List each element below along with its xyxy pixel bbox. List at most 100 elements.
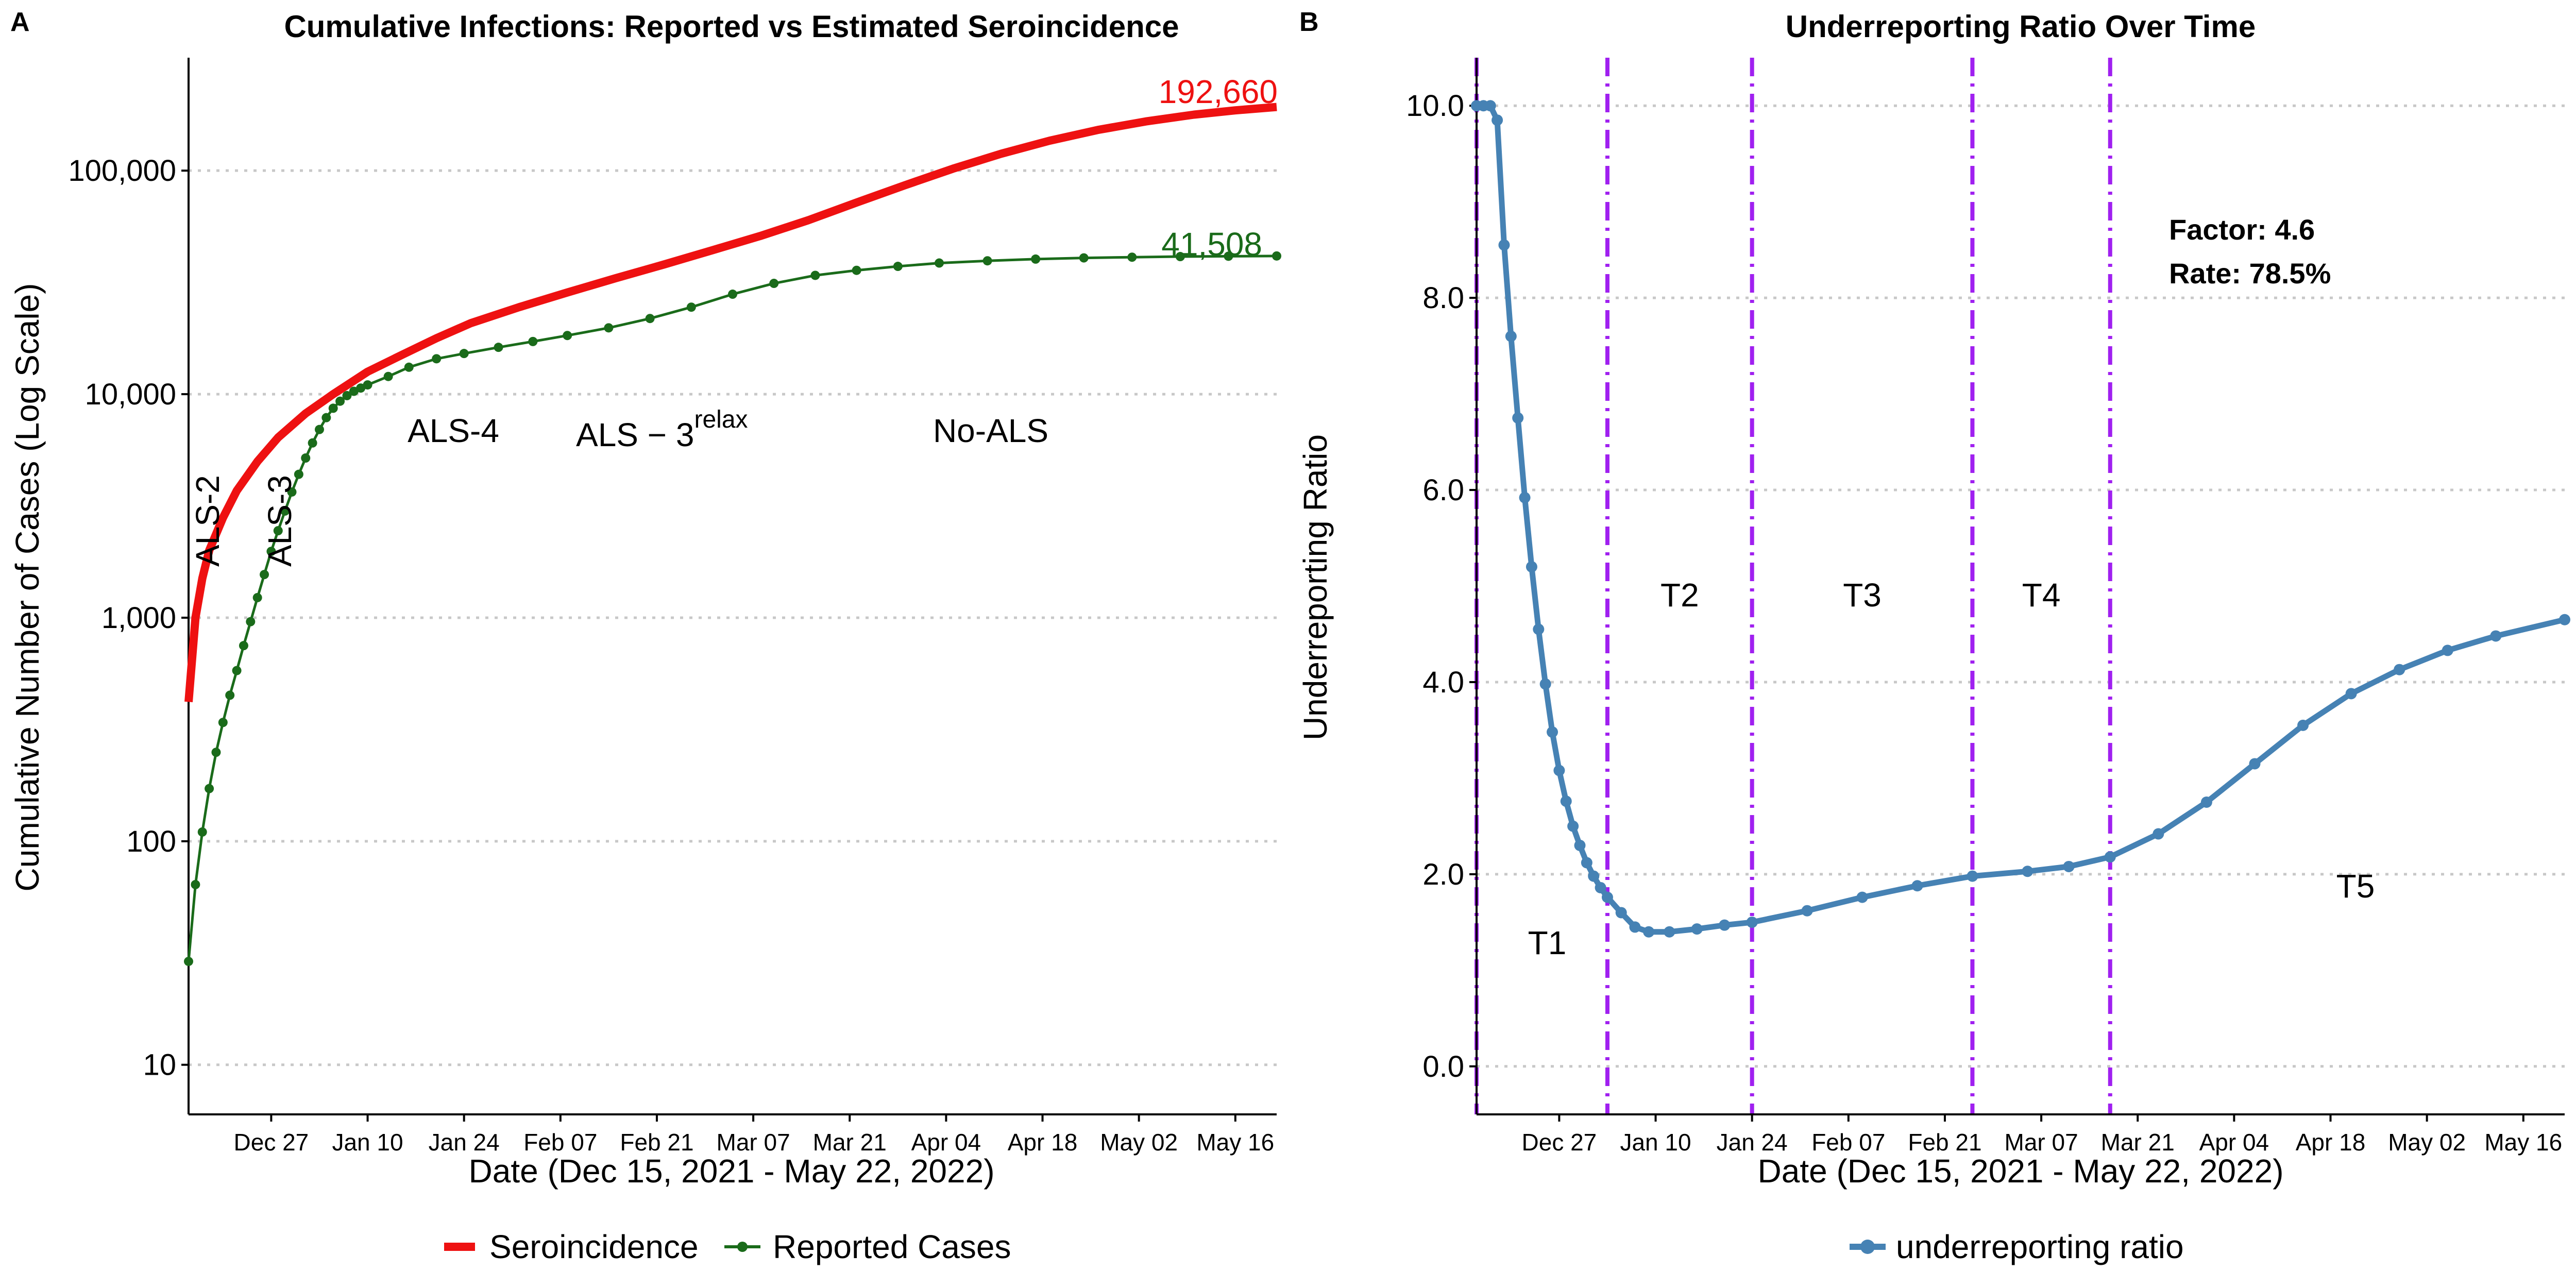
panel-b-period-labels: T1 T2 T3 T4 T5 bbox=[1528, 577, 2375, 961]
data-point-underreporting bbox=[1664, 926, 1675, 938]
data-point-reported bbox=[205, 784, 214, 793]
panel-a-x-label: Date (Dec 15, 2021 - May 22, 2022) bbox=[469, 1153, 995, 1190]
data-point-reported bbox=[260, 570, 269, 580]
data-point-reported bbox=[1031, 254, 1041, 264]
data-point-underreporting bbox=[2063, 860, 2075, 872]
data-point-reported bbox=[728, 290, 737, 299]
data-point-underreporting bbox=[2490, 630, 2502, 642]
data-point-underreporting bbox=[1526, 561, 1537, 573]
data-point-reported bbox=[935, 258, 944, 268]
period-label-t4: T4 bbox=[2022, 577, 2061, 614]
x-tick-label: May 16 bbox=[2484, 1129, 2562, 1156]
data-point-reported bbox=[528, 336, 538, 346]
annotation-als-4: ALS-4 bbox=[408, 412, 499, 449]
panel-a-x-ticks: Dec 27 Jan 10 Jan 24 Feb 07 Feb 21 Mar 07 Mar … bbox=[234, 1114, 1274, 1156]
x-tick-label: Mar 07 bbox=[2005, 1129, 2078, 1156]
data-point-underreporting bbox=[1746, 917, 1758, 928]
x-tick-label: Apr 04 bbox=[911, 1129, 981, 1156]
y-tick-label: 10,000 bbox=[85, 378, 176, 411]
annotation-als-3: ALS-3 bbox=[261, 475, 298, 567]
data-point-underreporting bbox=[1719, 919, 1731, 931]
legend-marker-reported bbox=[737, 1242, 748, 1252]
panel-a-gridlines bbox=[189, 169, 1277, 1066]
data-point-reported bbox=[252, 592, 262, 602]
annotation-als-3-relax-base: ALS − 3 bbox=[576, 416, 694, 453]
x-tick-label: Jan 10 bbox=[1620, 1129, 1691, 1156]
panel-b-x-label: Date (Dec 15, 2021 - May 22, 2022) bbox=[1758, 1153, 2284, 1190]
data-point-reported bbox=[301, 453, 311, 463]
data-point-reported bbox=[404, 362, 414, 372]
data-point-underreporting bbox=[2442, 645, 2453, 656]
x-tick-label: Feb 07 bbox=[1811, 1129, 1885, 1156]
period-label-t2: T2 bbox=[1660, 577, 1699, 614]
data-point-reported bbox=[852, 265, 861, 275]
data-point-reported bbox=[769, 279, 779, 289]
panel-a-title: Cumulative Infections: Reported vs Estim… bbox=[284, 9, 1179, 44]
data-point-reported bbox=[280, 506, 290, 516]
data-point-reported bbox=[273, 526, 283, 536]
data-point-underreporting bbox=[2249, 758, 2261, 770]
data-point-reported bbox=[349, 386, 359, 396]
y-tick-label: 100 bbox=[126, 825, 176, 858]
data-point-reported bbox=[218, 718, 228, 727]
series-line-reported bbox=[187, 255, 1277, 962]
data-point-reported bbox=[686, 302, 696, 312]
data-point-reported bbox=[1272, 251, 1281, 261]
x-tick-label: May 16 bbox=[1196, 1129, 1274, 1156]
data-point-reported bbox=[356, 383, 366, 393]
panel-b-series bbox=[1471, 100, 2570, 938]
data-point-reported bbox=[211, 748, 221, 757]
data-point-underreporting bbox=[1588, 870, 1600, 882]
annotation-als-3-relax: ALS − 3relax bbox=[576, 406, 748, 453]
data-point-reported bbox=[893, 262, 903, 272]
legend-label-seroincidence: Seroincidence bbox=[489, 1228, 699, 1265]
data-point-reported bbox=[294, 469, 303, 479]
data-point-underreporting bbox=[1519, 492, 1531, 503]
panel-b-legend: underreporting ratio bbox=[1850, 1228, 2184, 1265]
data-point-reported bbox=[328, 403, 338, 413]
data-point-reported bbox=[191, 879, 200, 889]
data-point-underreporting bbox=[1533, 623, 1545, 635]
data-point-underreporting bbox=[2559, 614, 2570, 625]
panel-b: B Underreporting Ratio Over Time 0.0 2.0 4… bbox=[1297, 7, 2570, 1265]
data-point-reported bbox=[363, 380, 372, 390]
panel-b-x-ticks: Dec 27 Jan 10 Jan 24 Feb 07 Feb 21 Mar 07 Mar … bbox=[1522, 1114, 2562, 1156]
panel-b-period-lines bbox=[1475, 58, 2112, 1114]
x-tick-label: Mar 07 bbox=[717, 1129, 790, 1156]
data-point-underreporting bbox=[2022, 866, 2033, 877]
data-point-underreporting bbox=[1560, 795, 1572, 807]
series-line-seroincidence bbox=[184, 103, 1277, 703]
annotation-als-2: ALS-2 bbox=[189, 475, 226, 567]
data-point-underreporting bbox=[1484, 100, 1496, 112]
x-tick-label: Apr 04 bbox=[2199, 1129, 2269, 1156]
data-point-reported bbox=[432, 354, 442, 364]
period-label-t5: T5 bbox=[2336, 868, 2375, 905]
data-point-underreporting bbox=[2297, 719, 2309, 731]
data-point-reported bbox=[239, 641, 248, 651]
x-tick-label: Feb 21 bbox=[620, 1129, 693, 1156]
panel-b-title: Underreporting Ratio Over Time bbox=[1786, 9, 2256, 44]
x-tick-label: Jan 10 bbox=[332, 1129, 403, 1156]
y-tick-label: 0.0 bbox=[1422, 1050, 1464, 1083]
data-point-underreporting bbox=[1601, 891, 1613, 903]
panel-a-letter: A bbox=[10, 7, 30, 37]
data-point-underreporting bbox=[1801, 905, 1813, 917]
data-point-reported bbox=[308, 438, 317, 448]
panel-b-y-ticks: 0.0 2.0 4.0 6.0 8.0 10.0 bbox=[1406, 89, 1477, 1083]
data-point-reported bbox=[246, 617, 256, 626]
y-tick-label: 6.0 bbox=[1422, 473, 1464, 507]
data-point-underreporting bbox=[1539, 678, 1551, 690]
data-point-reported bbox=[810, 270, 820, 280]
data-point-underreporting bbox=[1643, 926, 1655, 938]
data-point-underreporting bbox=[1574, 839, 1586, 851]
data-point-reported bbox=[604, 323, 614, 333]
data-point-underreporting bbox=[1567, 820, 1579, 832]
data-point-underreporting bbox=[2394, 664, 2405, 675]
data-point-underreporting bbox=[1547, 726, 1558, 738]
x-tick-label: Apr 18 bbox=[1008, 1129, 1078, 1156]
panel-b-y-label: Underreporting Ratio bbox=[1297, 434, 1334, 740]
data-point-underreporting bbox=[1498, 239, 1510, 251]
x-tick-label: Feb 07 bbox=[523, 1129, 597, 1156]
y-tick-label: 10 bbox=[143, 1048, 176, 1082]
